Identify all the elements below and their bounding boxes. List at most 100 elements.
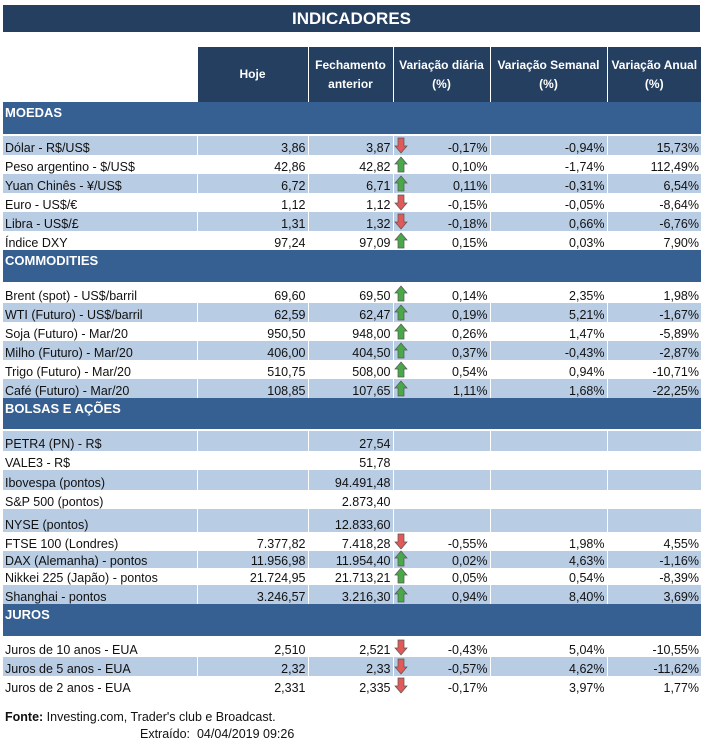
cell-sem-text: -0,31% xyxy=(564,179,605,193)
cell-dia-text: -0,55% xyxy=(447,537,488,551)
arrow-up-icon xyxy=(393,586,408,603)
cell-sem xyxy=(489,430,607,451)
cell-hoje xyxy=(196,509,308,532)
indicators-table: Hoje Fechamento anterior Variação diária… xyxy=(3,47,701,695)
cell-fech-text: 404,50 xyxy=(352,346,391,360)
cell-hoje xyxy=(196,470,308,490)
cell-ano-text: 112,49% xyxy=(650,160,699,174)
cell-sem: -0,05% xyxy=(489,193,607,212)
cell-ano xyxy=(606,430,701,451)
cell-dia-text: 1,11% xyxy=(452,384,488,398)
cell-ano: -1,16% xyxy=(606,551,701,568)
arrow-up-icon xyxy=(393,380,408,397)
cell-ano: -8,64% xyxy=(606,193,701,212)
cell-hoje xyxy=(196,451,308,470)
section-header: COMMODITIES xyxy=(3,250,701,284)
cell-dia-text: -0,57% xyxy=(447,662,488,676)
cell-ano-text: 1,98% xyxy=(663,289,699,303)
cell-dia: 0,11% xyxy=(392,174,490,193)
cell-hoje: 406,00 xyxy=(196,341,308,360)
cell-dia: -0,17% xyxy=(392,135,490,155)
cell-label-text: Libra - US$/£ xyxy=(5,217,79,231)
cell-dia-text: -0,43% xyxy=(447,643,488,657)
cell-dia xyxy=(392,430,490,451)
cell-label: Juros de 10 anos - EUA xyxy=(3,637,197,657)
cell-ano-text: 6,54% xyxy=(663,179,699,193)
cell-fech: 2,335 xyxy=(307,676,408,695)
cell-label: Yuan Chinês - ¥/US$ xyxy=(3,174,197,193)
cell-dia: -0,55% xyxy=(392,532,490,551)
cell-sem: -1,74% xyxy=(489,155,607,174)
cell-fech: 107,65 xyxy=(307,379,408,398)
cell-hoje: 7.377,82 xyxy=(196,532,308,551)
cell-ano: 1,77% xyxy=(606,676,701,695)
cell-sem-text: 0,66% xyxy=(569,217,605,231)
cell-fech-text: 107,65 xyxy=(352,384,391,398)
cell-sem: 4,62% xyxy=(489,657,607,676)
cell-label-text: Ibovespa (pontos) xyxy=(5,476,106,490)
cell-label: VALE3 - R$ xyxy=(3,451,197,470)
cell-hoje: 2,510 xyxy=(196,637,308,657)
cell-dia-text: 0,37% xyxy=(452,346,488,360)
cell-label: Índice DXY xyxy=(3,231,197,250)
cell-sem: 0,54% xyxy=(489,568,607,585)
cell-sem: 2,35% xyxy=(489,283,607,303)
cell-hoje: 6,72 xyxy=(196,174,308,193)
header-hoje: Hoje xyxy=(196,47,308,102)
cell-hoje: 11.956,98 xyxy=(196,551,308,568)
table-row: Índice DXY 97,24 97,09 0,15% 0,03% 7,90% xyxy=(3,231,701,250)
section-title: JUROS xyxy=(3,604,701,638)
cell-dia xyxy=(392,509,490,532)
page-title: INDICADORES xyxy=(3,5,700,32)
cell-sem: 0,03% xyxy=(489,231,607,250)
cell-label: Juros de 2 anos - EUA xyxy=(3,676,197,695)
cell-fech: 508,00 xyxy=(307,360,408,379)
arrow-up-icon xyxy=(393,323,408,340)
cell-ano-text: -8,39% xyxy=(659,571,699,585)
cell-label-text: Índice DXY xyxy=(5,236,68,250)
cell-sem-text: 0,94% xyxy=(569,365,605,379)
cell-hoje: 69,60 xyxy=(196,283,308,303)
arrow-down-icon xyxy=(393,137,408,154)
cell-sem-text: 3,97% xyxy=(569,681,605,695)
cell-fech: 2.873,40 xyxy=(307,490,393,509)
cell-label-text: Café (Futuro) - Mar/20 xyxy=(5,384,130,398)
cell-label-text: FTSE 100 (Londres) xyxy=(5,537,119,551)
table-row: FTSE 100 (Londres) 7.377,82 7.418,28 -0,55%… xyxy=(3,532,701,551)
cell-sem-text: 1,47% xyxy=(569,327,605,341)
table-row: Ibovespa (pontos) 94.491,48 xyxy=(3,470,701,490)
cell-hoje: 1,12 xyxy=(196,193,308,212)
extracted-label: Extraído: xyxy=(140,727,191,741)
cell-hoje-text: 1,31 xyxy=(281,217,306,231)
cell-hoje: 21.724,95 xyxy=(196,568,308,585)
cell-fech: 3.216,30 xyxy=(307,585,408,604)
cell-ano: -5,89% xyxy=(606,322,701,341)
cell-label: WTI (Futuro) - US$/barril xyxy=(3,303,197,322)
cell-ano: -10,71% xyxy=(606,360,701,379)
cell-label-text: Euro - US$/€ xyxy=(5,198,78,212)
cell-fech: 27,54 xyxy=(307,430,393,451)
cell-fech-text: 94.491,48 xyxy=(334,476,391,490)
table-row: Juros de 5 anos - EUA 2,32 2,33 -0,57% 4,62%… xyxy=(3,657,701,676)
cell-label: Shanghai - pontos xyxy=(3,585,197,604)
cell-ano: -6,76% xyxy=(606,212,701,231)
cell-label-text: Soja (Futuro) - Mar/20 xyxy=(5,327,128,341)
cell-hoje-text: 2,510 xyxy=(274,643,306,657)
cell-ano-text: -6,76% xyxy=(659,217,699,231)
cell-dia-text: 0,11% xyxy=(452,179,488,193)
cell-label-text: Trigo (Futuro) - Mar/20 xyxy=(5,365,131,379)
table-row: S&P 500 (pontos) 2.873,40 xyxy=(3,490,701,509)
cell-label-text: Milho (Futuro) - Mar/20 xyxy=(5,346,133,360)
cell-ano: 4,55% xyxy=(606,532,701,551)
arrow-up-icon xyxy=(393,361,408,378)
cell-ano-text: 7,90% xyxy=(663,236,699,250)
cell-ano: 1,98% xyxy=(606,283,701,303)
cell-ano xyxy=(606,470,701,490)
cell-dia xyxy=(392,451,490,470)
table-row: Soja (Futuro) - Mar/20 950,50 948,00 0,26% 1… xyxy=(3,322,701,341)
cell-hoje-text: 108,85 xyxy=(267,384,306,398)
cell-dia: 0,10% xyxy=(392,155,490,174)
extracted-note: Extraído: 04/04/2019 09:26 xyxy=(140,727,294,741)
cell-ano-text: -5,89% xyxy=(659,327,699,341)
cell-dia: -0,57% xyxy=(392,657,490,676)
